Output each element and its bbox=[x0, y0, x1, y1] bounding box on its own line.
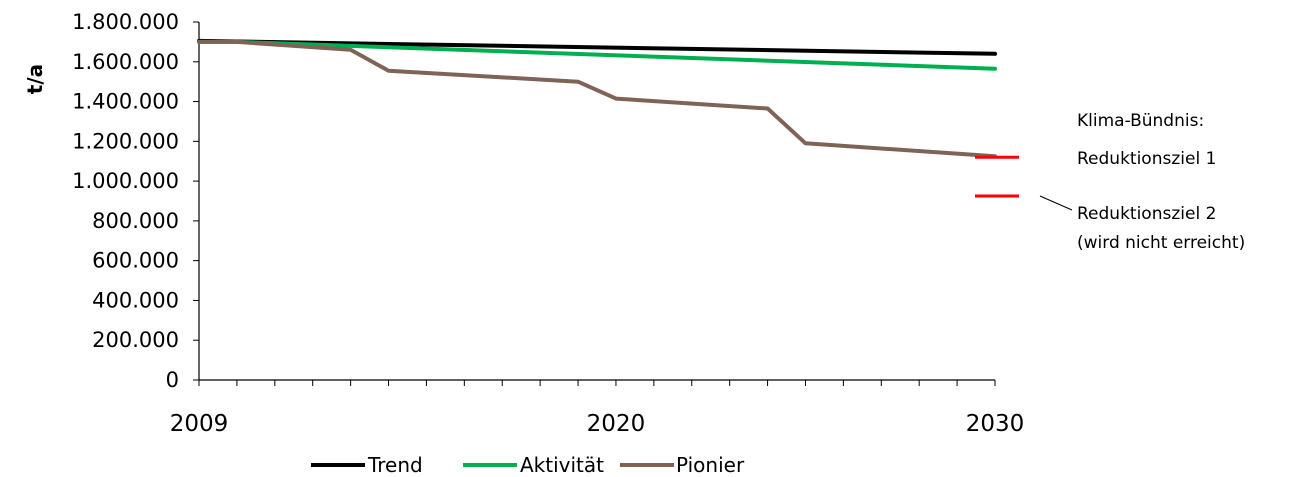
y-axis-title: t/a bbox=[23, 64, 47, 94]
x-tick-label: 2020 bbox=[587, 411, 646, 437]
legend: Trend Aktivität Pionier bbox=[311, 453, 745, 477]
legend-label: Trend bbox=[367, 453, 423, 477]
series-line-trend bbox=[197, 38, 997, 56]
y-tick-label: 200.000 bbox=[92, 328, 179, 352]
legend-label: Pionier bbox=[676, 453, 745, 477]
annotation-header: Klima-Bündnis: bbox=[1077, 111, 1204, 131]
annotation-leader-line bbox=[1039, 195, 1073, 211]
y-tick-label: 0 bbox=[166, 368, 179, 392]
series-lines bbox=[197, 38, 997, 159]
y-tick-label: 1.400.000 bbox=[72, 90, 179, 114]
annotation-target-2: Reduktionsziel 2 bbox=[1077, 204, 1216, 224]
y-tick-label: 1.200.000 bbox=[72, 129, 179, 153]
y-tick-label: 400.000 bbox=[92, 288, 179, 312]
x-axis-ticks: 2009 2020 2030 bbox=[170, 380, 1025, 437]
target-markers bbox=[975, 155, 1019, 198]
annotation-target-2-note: (wird nicht erreicht) bbox=[1077, 233, 1245, 253]
y-tick-label: 800.000 bbox=[92, 209, 179, 233]
x-tick-label: 2030 bbox=[966, 411, 1025, 437]
series-line-pionier bbox=[197, 39, 997, 159]
y-tick-label: 1.000.000 bbox=[72, 169, 179, 193]
y-tick-label: 600.000 bbox=[92, 249, 179, 273]
x-tick-label: 2009 bbox=[170, 411, 229, 437]
legend-label: Aktivität bbox=[520, 453, 604, 477]
y-axis-ticks: 0 200.000 400.000 600.000 800.000 1.000.000 1.… bbox=[72, 10, 199, 392]
annotation-target-1: Reduktionsziel 1 bbox=[1077, 149, 1216, 169]
y-tick-label: 1.800.000 bbox=[72, 10, 179, 34]
y-tick-label: 1.600.000 bbox=[72, 50, 179, 74]
